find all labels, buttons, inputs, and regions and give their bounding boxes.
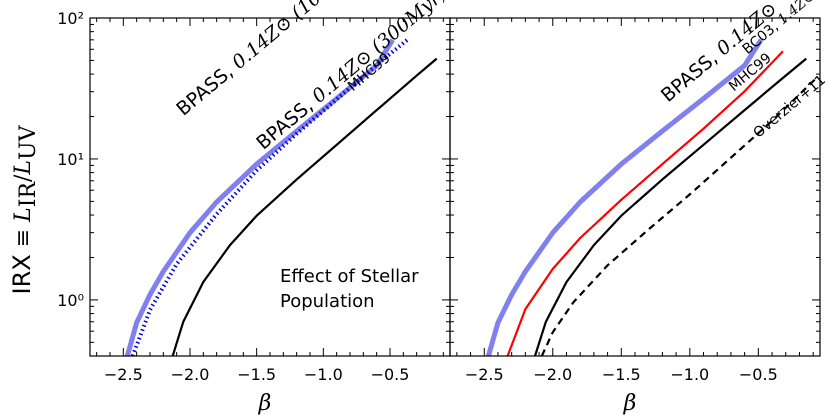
x-axis-label: β xyxy=(258,391,272,416)
y-tick-label: 10² xyxy=(57,9,84,28)
y-axis-label-equiv: ≡ xyxy=(11,222,36,254)
y-axis-label-irx: IRX xyxy=(8,254,36,294)
x-tick-label: −1.0 xyxy=(670,365,709,384)
x-tick-label: −0.5 xyxy=(371,365,410,384)
y-tick-label: 10¹ xyxy=(57,150,84,169)
y-axis-label-uv: UV xyxy=(16,124,41,160)
x-tick-label: −1.5 xyxy=(602,365,641,384)
y-axis-label-l1: L xyxy=(11,207,36,223)
y-tick-label: 10⁰ xyxy=(57,291,84,310)
series-line-bpass-0-14z-300myr- xyxy=(130,38,409,356)
series-line-bc03-1-4z- xyxy=(506,50,784,356)
panel-annotation: Population xyxy=(280,291,375,312)
series-line-bpass-0-14z- xyxy=(485,38,764,356)
x-tick-label: −2.0 xyxy=(171,365,210,384)
x-tick-label: −0.5 xyxy=(739,365,778,384)
series-line-mhc99 xyxy=(171,57,438,356)
y-axis-label-ir: IR xyxy=(16,181,41,208)
svg-text:IRX ≡ LIR/LUV: IRX ≡ LIR/LUV xyxy=(8,124,41,294)
y-axis-label-l2: L xyxy=(11,160,36,176)
x-tick-label: −1.0 xyxy=(304,365,343,384)
curve-label: Overzier+11 xyxy=(751,72,829,141)
series-line-bpass-0-14z-100myr- xyxy=(124,38,395,356)
x-tick-label: −2.0 xyxy=(533,365,572,384)
x-tick-label: −2.5 xyxy=(465,365,504,384)
y-axis-label-slash: / xyxy=(11,174,36,182)
series-line-overzier-11 xyxy=(540,76,819,356)
x-tick-label: −2.5 xyxy=(104,365,143,384)
x-axis-label: β xyxy=(623,391,637,416)
y-axis-label: IRX ≡ LIR/LUV xyxy=(8,124,41,294)
x-tick-label: −1.5 xyxy=(237,365,276,384)
panel-annotation: Effect of Stellar xyxy=(280,266,419,287)
series-line-mhc99 xyxy=(533,57,808,356)
